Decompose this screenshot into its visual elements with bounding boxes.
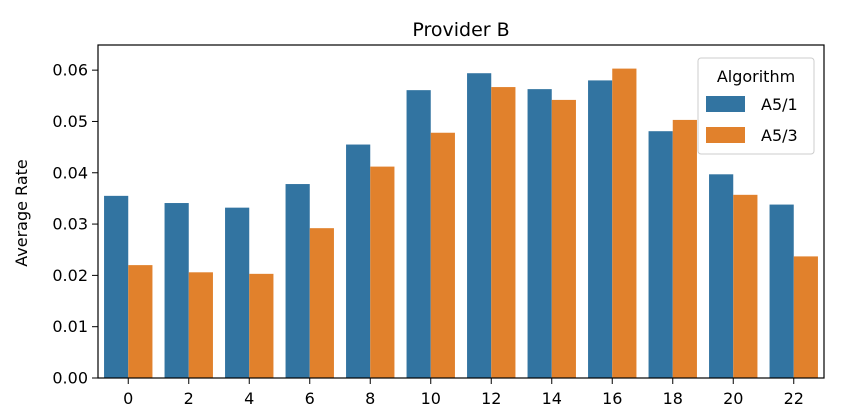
plot-frame [97, 44, 825, 379]
x-tick-label: 18 [663, 389, 683, 408]
y-tick-label: 0.00 [52, 369, 88, 388]
legend-label: A5/1 [761, 95, 798, 114]
y-axis-title: Average Rate [12, 159, 31, 266]
bars-layer [104, 68, 818, 379]
bar-a51-20 [709, 174, 734, 378]
legend-title: Algorithm [717, 67, 795, 86]
x-tick-label: 16 [602, 389, 622, 408]
x-tick-label: 0 [123, 389, 133, 408]
bar-a51-6 [285, 184, 310, 378]
legend: Algorithm A5/1 A5/3 [697, 57, 815, 155]
legend-swatch [706, 127, 745, 143]
bar-a53-2 [188, 272, 213, 378]
chart-title: Provider B [412, 19, 509, 41]
bar-a51-0 [104, 195, 129, 378]
bar-a53-12 [491, 87, 516, 378]
y-tick-label: 0.06 [52, 61, 88, 80]
x-tick-label: 20 [723, 389, 743, 408]
bar-a51-10 [406, 90, 431, 379]
x-tick-label: 2 [184, 389, 194, 408]
bar-a53-22 [793, 256, 818, 378]
bar-a53-10 [430, 132, 455, 378]
bar-a51-18 [648, 131, 673, 378]
legend-label: A5/3 [761, 126, 798, 145]
bar-a53-16 [612, 68, 637, 378]
x-tick-label: 8 [365, 389, 375, 408]
bar-a51-8 [346, 144, 371, 378]
x-tick-label: 4 [244, 389, 254, 408]
bar-a53-4 [249, 273, 274, 378]
bar-a53-14 [551, 99, 576, 378]
y-tick-label: 0.05 [52, 112, 88, 131]
legend-items: A5/1 A5/3 [706, 95, 798, 145]
y-tick-label: 0.04 [52, 163, 88, 182]
bar-a53-8 [370, 166, 395, 378]
bar-a51-22 [769, 204, 794, 378]
x-tick-label: 14 [542, 389, 562, 408]
x-tick-label: 6 [305, 389, 315, 408]
bar-a51-12 [467, 73, 492, 378]
x-tick-label: 10 [421, 389, 441, 408]
bar-a51-14 [527, 89, 552, 379]
bar-a53-0 [128, 265, 153, 378]
x-tick-label: 12 [481, 389, 501, 408]
bar-a51-4 [225, 207, 250, 378]
bar-a51-16 [588, 80, 613, 379]
bar-a53-18 [672, 119, 697, 378]
y-tick-label: 0.01 [52, 317, 88, 336]
y-tick-label: 0.03 [52, 215, 88, 234]
bar-a53-6 [309, 228, 334, 378]
axes-layer: 0.00 0.01 0.02 0.03 0.04 0.05 0.06 0 2 4 6 8 10 12 14 1… [52, 44, 825, 408]
legend-swatch [706, 96, 745, 112]
bar-a53-20 [733, 194, 758, 378]
bar-a51-2 [164, 203, 189, 378]
x-tick-label: 22 [784, 389, 804, 408]
y-tick-label: 0.02 [52, 266, 88, 285]
